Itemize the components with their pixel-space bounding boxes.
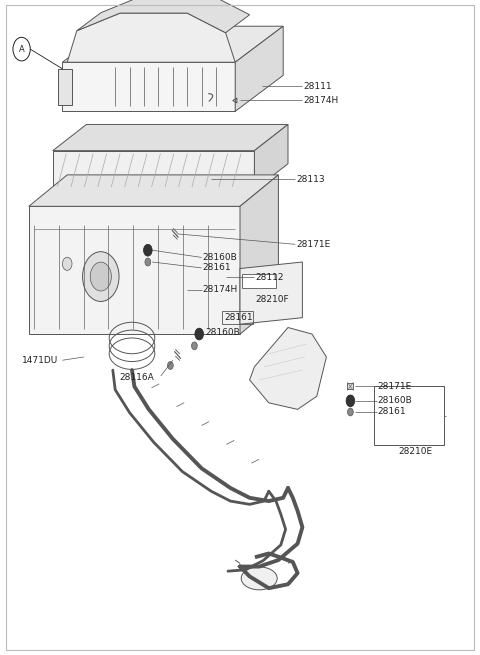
Polygon shape	[77, 0, 250, 33]
Text: 28160B: 28160B	[378, 396, 412, 405]
Circle shape	[346, 395, 355, 407]
Polygon shape	[67, 13, 235, 62]
Polygon shape	[58, 69, 72, 105]
Text: 28210F: 28210F	[255, 295, 289, 304]
Text: 28161: 28161	[203, 263, 231, 272]
Circle shape	[195, 328, 204, 340]
Polygon shape	[53, 124, 288, 151]
Text: 28161: 28161	[224, 313, 253, 322]
Text: 1471DU: 1471DU	[22, 356, 58, 365]
Polygon shape	[62, 26, 283, 62]
Polygon shape	[250, 328, 326, 409]
Circle shape	[62, 257, 72, 271]
Circle shape	[348, 408, 353, 416]
Polygon shape	[53, 151, 254, 190]
Text: 28113: 28113	[296, 175, 325, 184]
Text: 28174H: 28174H	[303, 96, 338, 105]
Text: 28171E: 28171E	[378, 382, 412, 391]
Text: 28112: 28112	[255, 272, 284, 282]
Circle shape	[168, 362, 173, 369]
Text: 28116A: 28116A	[119, 373, 154, 383]
Polygon shape	[254, 124, 288, 190]
Text: 28160B: 28160B	[203, 253, 237, 262]
Text: A: A	[19, 45, 24, 54]
Text: 28161: 28161	[378, 407, 407, 417]
Bar	[242, 274, 276, 288]
Polygon shape	[240, 262, 302, 324]
Bar	[222, 311, 253, 324]
Polygon shape	[29, 206, 240, 334]
Circle shape	[192, 342, 197, 350]
Circle shape	[145, 258, 151, 266]
Text: 28111: 28111	[303, 82, 332, 91]
Polygon shape	[29, 175, 278, 206]
Circle shape	[90, 262, 111, 291]
Text: 28210E: 28210E	[398, 447, 432, 457]
Ellipse shape	[241, 567, 277, 590]
Text: 28160B: 28160B	[205, 328, 240, 337]
Bar	[374, 386, 444, 445]
Text: 28174H: 28174H	[203, 285, 238, 294]
Polygon shape	[240, 175, 278, 334]
Circle shape	[144, 244, 152, 256]
Polygon shape	[235, 26, 283, 111]
Text: 28171E: 28171E	[296, 240, 330, 249]
Circle shape	[83, 252, 119, 301]
Polygon shape	[62, 62, 235, 111]
